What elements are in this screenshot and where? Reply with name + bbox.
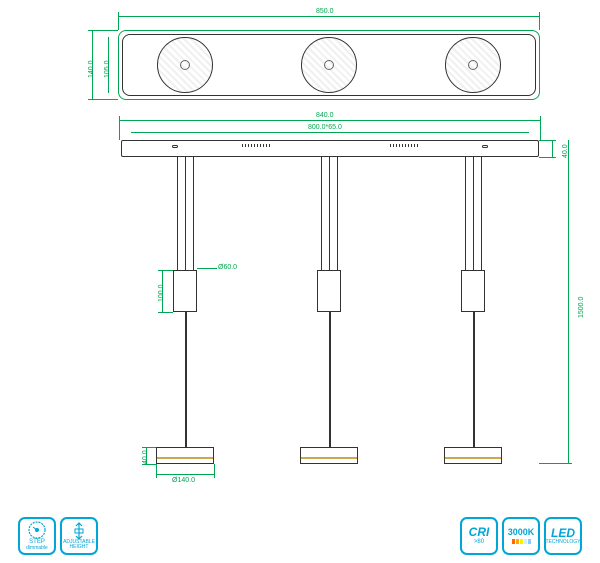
badge-label: CRI	[469, 526, 490, 539]
badge-row: STEP dimmable ADJUSTABLE HEIGHT CRI >80 …	[18, 517, 582, 555]
height-icon	[72, 522, 86, 540]
dim-label-cyl-dia: Ø60.0	[218, 264, 237, 271]
cylinder-1	[173, 270, 197, 312]
badge-cri: CRI >80	[460, 517, 498, 555]
dim-label-puck-dia: Ø140.0	[172, 477, 195, 484]
technical-drawing: 850.0 140.0 105.0 840.0 800.0*65.0 40.0 …	[0, 0, 600, 563]
dimmable-icon	[27, 521, 47, 539]
ceiling-plate	[121, 140, 539, 157]
badge-led: LED TECHNOLOGY	[544, 517, 582, 555]
cylinder-3	[461, 270, 485, 312]
dim-label-total-h: 1500.0	[578, 297, 585, 318]
dim-label-puck-h: 40.0	[142, 450, 149, 464]
color-temp-icon	[512, 539, 531, 544]
dim-label-plate: 800.0*65.0	[308, 124, 342, 131]
dim-label-disc-dia: 105.0	[104, 60, 111, 78]
top-disc-3	[445, 37, 501, 93]
puck-3	[444, 447, 502, 464]
dim-label-top-height: 140.0	[88, 60, 95, 78]
puck-1	[156, 447, 214, 464]
badge-group-left: STEP dimmable ADJUSTABLE HEIGHT	[18, 517, 98, 555]
badge-label: LED	[551, 527, 575, 540]
puck-2	[300, 447, 358, 464]
top-disc-1	[157, 37, 213, 93]
dim-label-cyl-h: 100.0	[158, 284, 165, 302]
dim-label-side-width: 840.0	[316, 112, 334, 119]
dim-line-top-width	[118, 16, 540, 17]
badge-label: 3000K	[508, 528, 535, 538]
dim-label-top-width: 850.0	[316, 8, 334, 15]
badge-adjustable-height: ADJUSTABLE HEIGHT	[60, 517, 98, 555]
badge-group-right: CRI >80 3000K LED TECHNOLOGY	[460, 517, 582, 555]
cylinder-2	[317, 270, 341, 312]
badge-step-dimmable: STEP dimmable	[18, 517, 56, 555]
top-disc-2	[301, 37, 357, 93]
badge-cct: 3000K	[502, 517, 540, 555]
